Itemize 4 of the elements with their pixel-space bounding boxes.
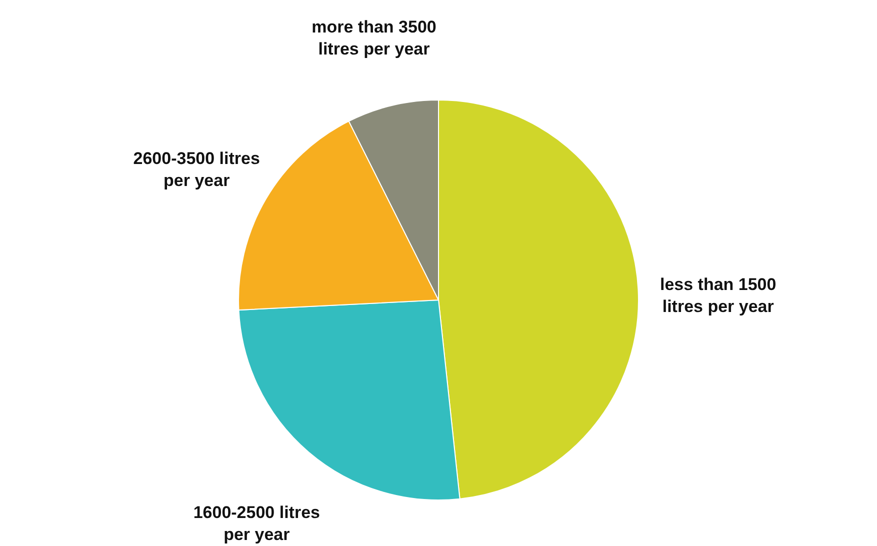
slice-label: less than 1500 litres per year	[660, 275, 776, 316]
slice-label: 2600-3500 litres per year	[133, 148, 260, 190]
slice-label: more than 3500 litres per year	[312, 18, 436, 59]
slice-label: 1600-2500 litres per year	[193, 502, 320, 544]
